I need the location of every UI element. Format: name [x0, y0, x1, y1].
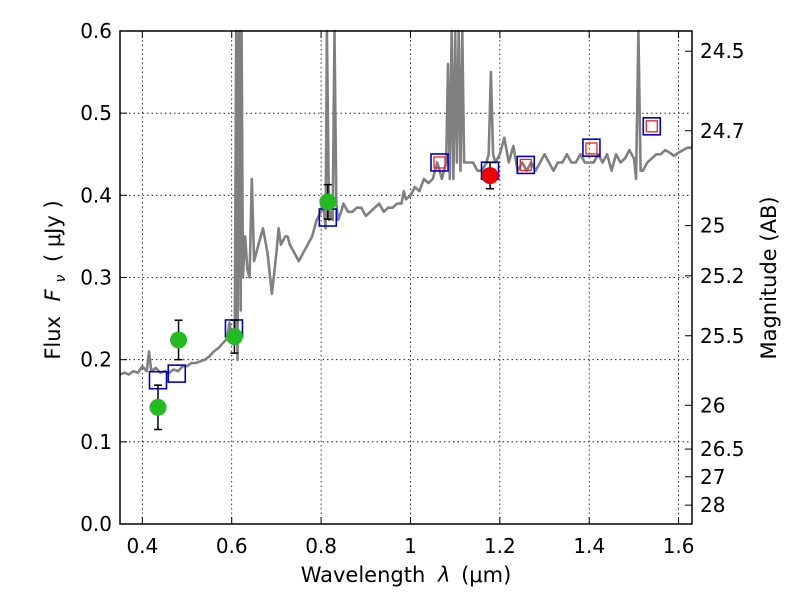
- y-axis-title-symbol: F: [41, 288, 65, 301]
- y2-tick-label: 24.5: [700, 39, 745, 63]
- y-tick-label: 0.6: [80, 19, 112, 43]
- model-photometry-square: [167, 364, 187, 383]
- model-photometry-square: [642, 117, 662, 136]
- tick-labels: 0.4 0.6 0.8 1 1.2 1.4 1.6 0.0 0.1 0.2 0.3 0.4 0.5 0.6…: [80, 19, 744, 558]
- x-axis-title-text: Wavelength: [301, 563, 426, 587]
- x-axis-title: Wavelength λ (μm): [301, 563, 512, 587]
- x-tick-label: 1.2: [484, 534, 516, 558]
- y2-tick-label: 25: [700, 214, 725, 238]
- y2-tick-label: 28: [700, 493, 725, 517]
- observed-point: [481, 167, 499, 185]
- y-tick-label: 0.4: [80, 183, 112, 207]
- model-photometry-square: [430, 153, 449, 172]
- y-axis-title: Flux F ν ( μJy ): [41, 200, 70, 359]
- observed-point: [319, 193, 337, 211]
- x-tick-label: 1: [404, 534, 417, 558]
- x-tick-label: 0.8: [305, 534, 337, 558]
- x-tick-label: 0.6: [216, 534, 248, 558]
- x-tick-label: 1.6: [663, 534, 695, 558]
- x-axis-title-unit: (μm): [461, 563, 511, 587]
- observed-point: [170, 331, 188, 349]
- small-square-marker: [645, 120, 658, 133]
- photometry-markers: [148, 117, 662, 431]
- y2-tick-label: 25.2: [700, 264, 745, 288]
- y2-axis-title: Magnitude (AB): [757, 196, 781, 359]
- y-tick-label: 0.1: [80, 430, 112, 454]
- y2-tick-label: 24.7: [700, 119, 745, 143]
- y-tick-label: 0.2: [80, 348, 112, 372]
- x-axis-title-symbol: λ: [437, 563, 450, 587]
- small-square-marker: [519, 158, 532, 172]
- y-tick-label: 0.0: [80, 512, 112, 536]
- y-axis-title-subscript: ν: [53, 275, 69, 283]
- y2-tick-label: 27: [700, 465, 725, 489]
- y-tick-label: 0.5: [80, 101, 112, 125]
- axis-ticks: [120, 30, 692, 525]
- y2-tick-label: 26: [700, 393, 725, 417]
- grid-lines: [120, 30, 692, 525]
- spectrum-line: [119, 29, 692, 376]
- observed-point: [225, 328, 243, 346]
- x-tick-label: 0.4: [126, 534, 158, 558]
- y2-tick-label: 26.5: [700, 437, 745, 461]
- y-axis-title-text: Flux: [41, 316, 65, 360]
- spectrum-series: [119, 29, 692, 376]
- x-tick-label: 1.4: [573, 534, 605, 558]
- y-tick-label: 0.3: [80, 266, 112, 290]
- model-photometry-square: [582, 138, 601, 157]
- y2-tick-label: 25.5: [700, 324, 745, 348]
- small-square-marker: [585, 142, 598, 155]
- model-photometry-square: [516, 155, 536, 175]
- small-square-marker: [433, 156, 446, 169]
- observed-point: [149, 398, 167, 416]
- y-axis-title-unit: ( μJy ): [41, 200, 65, 262]
